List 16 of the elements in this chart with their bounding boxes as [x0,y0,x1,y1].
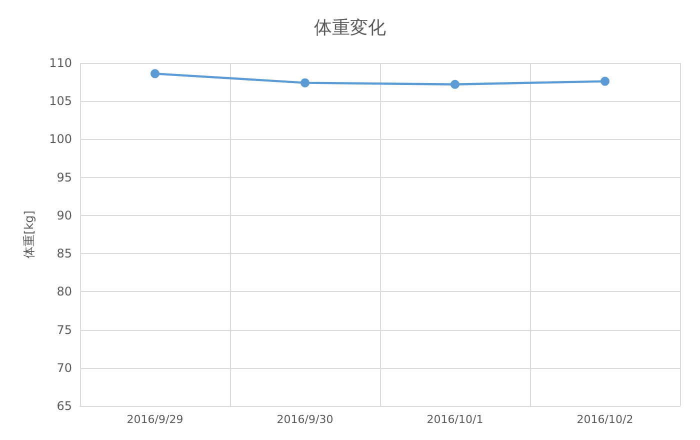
y-tick-label: 85 [56,246,72,261]
y-tick-label: 80 [56,284,72,299]
y-tick-label: 105 [49,94,72,108]
chart-title: 体重変化 [314,18,386,38]
y-tick-label: 75 [56,322,72,337]
x-tick-label: 2016/10/2 [576,413,634,426]
y-tick-label: 95 [56,170,72,184]
y-tick-label: 90 [56,208,72,222]
y-axis-title: 体重[kg] [22,210,36,258]
y-tick-label: 70 [56,360,72,375]
x-tick-label: 2016/9/30 [276,413,334,426]
x-tick-label: 2016/10/1 [426,413,484,426]
y-tick-label: 65 [56,399,72,413]
y-tick-label: 110 [49,56,72,70]
y-tick-label: 100 [49,132,72,146]
x-tick-label: 2016/9/29 [126,413,184,426]
